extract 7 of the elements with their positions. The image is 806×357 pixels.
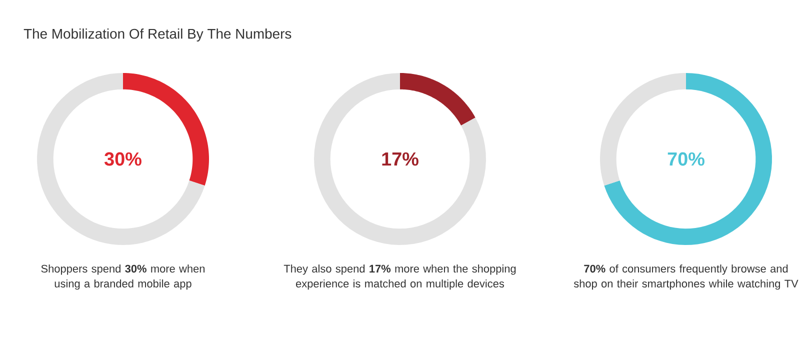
text: 70% (668, 152, 704, 166)
text: 70% of consumers frequently browse and shop on their smartphones while watching TV (574, 264, 798, 290)
text: They also spend 17% more when the shopping experience is matched on multiple devices (284, 264, 516, 290)
text: 30% (104, 152, 142, 166)
text: 17% (382, 152, 418, 166)
text: Shoppers spend 30% more when using a branded mobile app (41, 264, 205, 290)
chart-title: The Mobilization Of Retail By The Numbers (24, 28, 292, 42)
